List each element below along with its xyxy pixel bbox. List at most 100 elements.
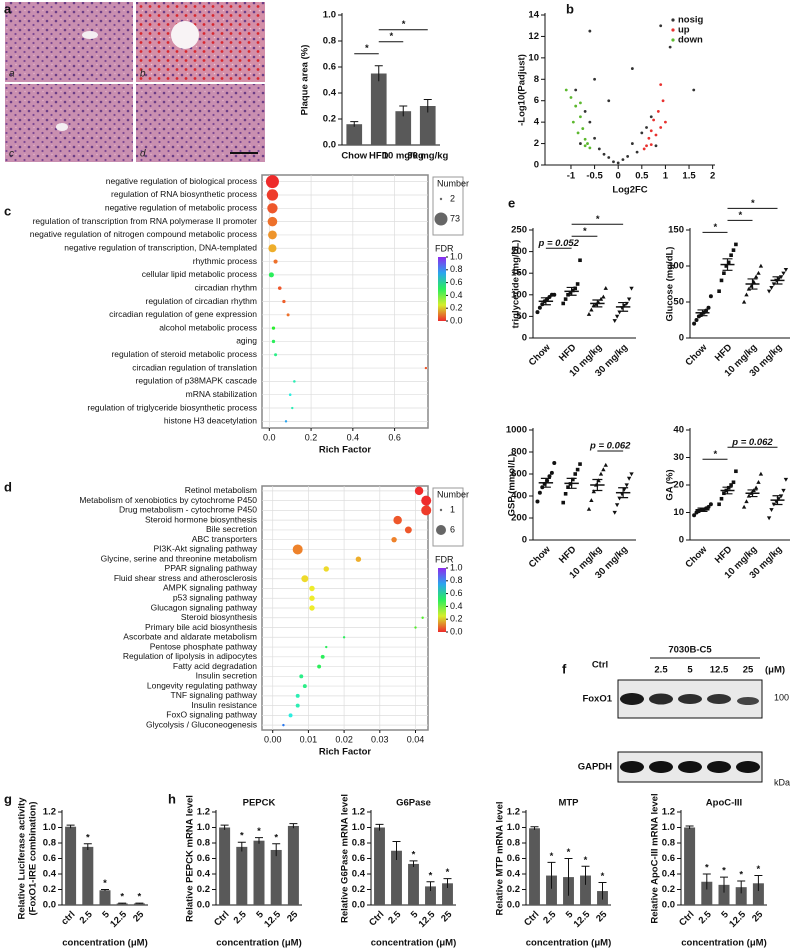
data-point: [589, 498, 594, 502]
error-bar: [135, 902, 144, 904]
y-tick-label: Metabolism of xenobiotics by cytochrome …: [79, 495, 257, 505]
panel-label: b: [566, 1, 574, 16]
error-bar: [592, 478, 603, 492]
x-tick-label: 30 mg/kg: [407, 151, 448, 162]
x-tick-label: 0.00: [264, 734, 282, 744]
significance-label: *: [401, 19, 406, 30]
x-tick-label: 0.2: [305, 432, 318, 442]
legend-key: [439, 197, 443, 201]
y-tick-label: AMPK signaling pathway: [163, 583, 258, 593]
data-point: [645, 144, 648, 148]
significance-label: *: [722, 866, 726, 877]
histology-image: [5, 84, 133, 162]
data-point: [547, 474, 552, 479]
significance-label: *: [138, 892, 142, 903]
y-tick-label: 0.6: [662, 853, 675, 864]
data-point: [586, 506, 592, 511]
bar: [391, 850, 402, 905]
error-bar: [747, 489, 758, 498]
data-point: [731, 248, 736, 252]
bar: [580, 875, 591, 905]
y-tick-label: histone H3 deacetylation: [164, 416, 257, 426]
y-tick-label: 0: [679, 535, 684, 546]
data-point: [552, 461, 557, 465]
y-tick-label: PPAR signaling pathway: [165, 563, 258, 573]
row-label: GAPDH: [578, 762, 612, 773]
significance-label: *: [739, 869, 743, 880]
data-point: [571, 120, 575, 124]
data-point: [586, 311, 592, 316]
bar: [684, 827, 696, 905]
bar: [270, 849, 282, 905]
data-point: [744, 292, 749, 297]
y-tick-label: Longevity regulating pathway: [147, 680, 258, 690]
y-axis-label: -Log10(Padjust): [517, 54, 528, 126]
y-tick-label: Glycolysis / Gluconeogenesis: [146, 719, 257, 729]
bubble: [286, 313, 290, 317]
data-point: [579, 115, 582, 119]
significance-label: *: [274, 832, 278, 843]
data-point: [630, 142, 634, 145]
histology-image: [136, 84, 265, 162]
y-tick-label: 0.0: [507, 900, 520, 911]
error-bar: [720, 876, 728, 893]
bar: [425, 886, 436, 905]
data-point: [588, 146, 592, 150]
x-tick-label: 2.5: [232, 909, 250, 927]
x-tick-label: Chow: [341, 151, 367, 162]
y-tick-label: 1.2: [352, 807, 365, 818]
y-tick-label: 0.4: [43, 869, 57, 880]
data-point: [602, 152, 606, 156]
bubble: [301, 575, 309, 583]
colorbar-label: 0.0: [450, 626, 463, 636]
data-point: [573, 472, 578, 476]
error-bar: [540, 477, 551, 488]
y-tick-label: 0.8: [323, 36, 336, 47]
bar: [65, 826, 77, 905]
bar: [752, 883, 764, 905]
error-bar: [772, 495, 783, 506]
significance-label: *: [713, 222, 718, 233]
y-tick-label: Steroid biosynthesis: [181, 612, 257, 622]
bubble: [274, 353, 278, 357]
significance-label: *: [705, 863, 709, 874]
bubble: [291, 406, 294, 410]
data-point: [612, 510, 617, 515]
data-point: [607, 99, 611, 103]
error-bar: [685, 825, 694, 830]
y-axis-label: Plaque area (%): [300, 45, 311, 116]
colorbar-title: FDR: [435, 243, 454, 253]
y-tick-label: negative regulation of metabolic process: [105, 203, 257, 213]
error-bar: [409, 860, 418, 868]
data-point: [537, 305, 542, 310]
data-point: [616, 161, 620, 165]
y-tick-label: 50: [673, 297, 684, 308]
data-point: [652, 118, 656, 122]
data-point: [741, 504, 747, 509]
data-point: [607, 156, 611, 159]
y-tick-label: PI3K-Akt signaling pathway: [154, 544, 258, 554]
data-point: [635, 150, 639, 154]
chart-title: PEPCK: [243, 798, 276, 809]
error-bar: [350, 121, 359, 127]
band: [649, 693, 673, 705]
data-point: [744, 499, 749, 504]
y-tick-label: 150: [511, 268, 527, 279]
bar: [370, 73, 387, 145]
error-bar: [101, 889, 109, 892]
data-point: [568, 290, 573, 295]
data-point: [614, 503, 620, 508]
data-point: [621, 158, 625, 162]
y-axis-label: GSP (mmol/L): [507, 454, 518, 517]
bubble: [309, 605, 315, 611]
bubble: [302, 684, 307, 689]
treatment-label: 7030B-C5: [668, 645, 712, 656]
bubble: [292, 544, 303, 555]
x-tick-label: 12.5: [262, 909, 283, 930]
x-tick-label: 12.5: [108, 909, 129, 930]
error-bar: [722, 486, 733, 495]
data-point: [583, 110, 587, 113]
data-point: [593, 77, 596, 81]
y-tick-label: Steroid hormone biosynthesis: [145, 514, 257, 524]
bubble: [288, 393, 292, 396]
